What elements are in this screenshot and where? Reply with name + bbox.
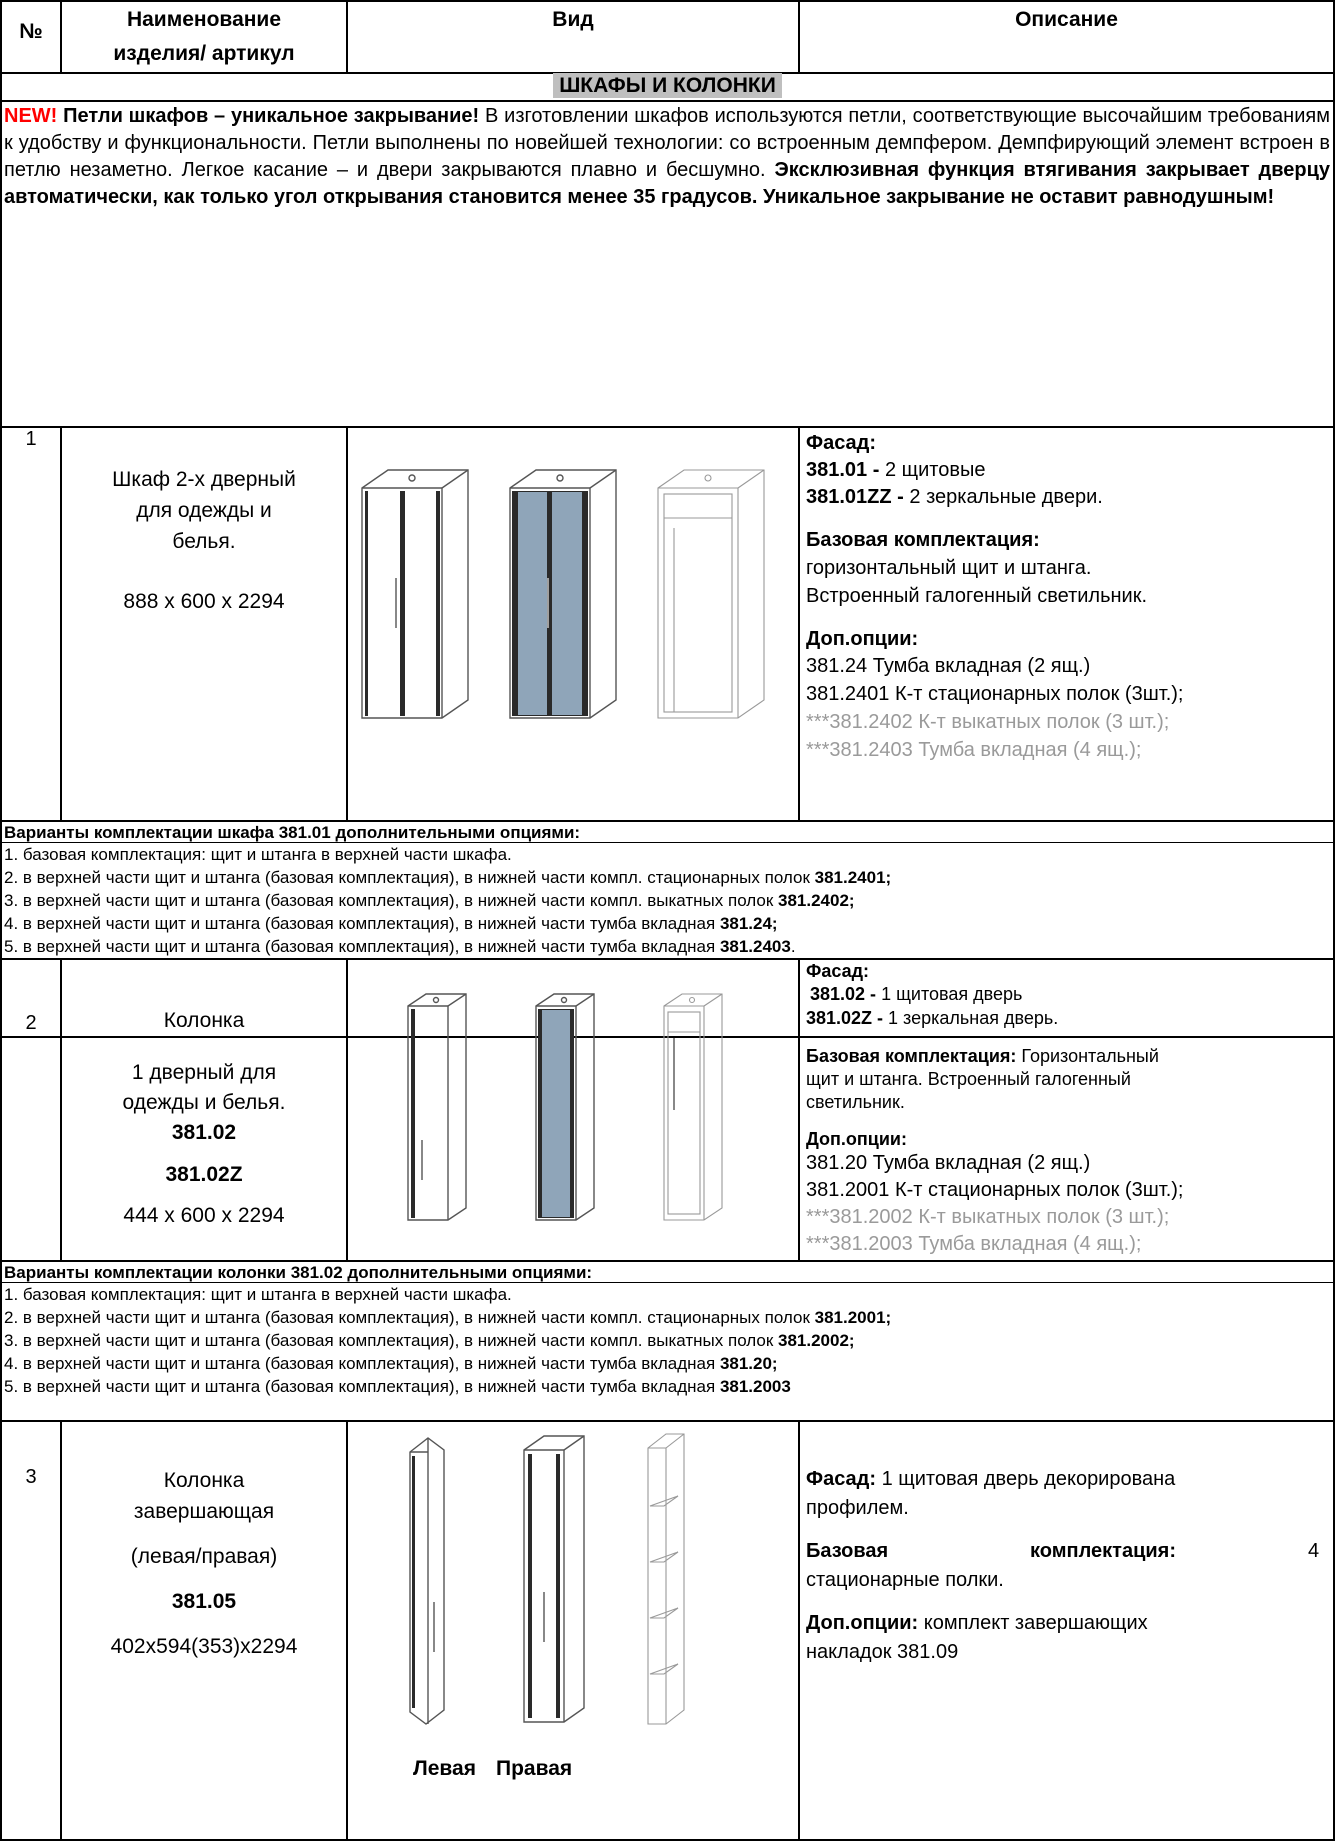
item-2-options-label: Доп.опции: (806, 1129, 907, 1149)
item-3-facade-text-2: профилем. (806, 1497, 909, 1519)
item-3-number: 3 (25, 1466, 37, 1488)
item-2-option-2: 381.2001 К-т стационарных полок (3шт.); (806, 1179, 1184, 1201)
section-title: ШКАФЫ И КОЛОНКИ (553, 73, 782, 98)
variants-2-line-4: 4. в верхней части щит и штанга (базовая… (4, 1354, 778, 1373)
item-1-facade-b-code: 381.01ZZ - (806, 486, 904, 508)
column-panel-door-drawing (407, 993, 467, 1221)
item-3-base-text: стационарные полки. (806, 1569, 1004, 1591)
item-1-facade-label: Фасад: (806, 432, 877, 454)
item-2-column-drawings (407, 993, 723, 1221)
end-column-left-drawing (409, 1437, 445, 1725)
item-3-base-label: Базовая (806, 1540, 889, 1562)
item-3-name-line1: Колонка (163, 1469, 245, 1492)
item-3-base-number: 4 (1308, 1540, 1320, 1562)
item-1-name-line2: для одежды и (136, 499, 272, 522)
variants-2-line-5: 5. в верхней части щит и штанга (базовая… (4, 1377, 791, 1396)
intro-paragraph: NEW! Петли шкафов – уникальное закрывани… (4, 103, 1330, 211)
item-2-option-1: 381.20 Тумба вкладная (2 ящ.) (806, 1152, 1091, 1174)
item-1-option-1: 381.24 Тумба вкладная (2 ящ.) (806, 655, 1091, 677)
item-1-option-3: ***381.2402 К-т выкатных полок (3 шт.); (806, 711, 1170, 733)
item-3-label-left: Левая (413, 1757, 476, 1780)
item-2-code-2: 381.02Z (165, 1163, 243, 1186)
item-3-label-right: Правая (496, 1757, 573, 1780)
item-2-name-line1: Колонка (163, 1009, 245, 1032)
item-3-name-line3: (левая/правая) (130, 1545, 278, 1568)
item-2-name-line2: 1 дверный для (131, 1061, 277, 1084)
item-2-name-line3: одежды и белья. (122, 1091, 286, 1114)
new-badge: NEW! (4, 105, 58, 127)
item-3-size: 402x594(353)x2294 (110, 1635, 298, 1658)
variants-1-line-1: 1. базовая комплектация: щит и штанга в … (4, 845, 512, 864)
wardrobe-panel-door-drawing (361, 469, 469, 719)
variants-1-title: Варианты комплектации шкафа 381.01 допол… (4, 823, 581, 842)
item-3-options-text-1: комплект завершающих (918, 1612, 1148, 1634)
wardrobe-mirror-door-drawing (509, 469, 617, 719)
item-2-number: 2 (25, 1012, 37, 1034)
variants-1-line-2: 2. в верхней части щит и штанга (базовая… (4, 868, 892, 887)
item-1-options-label: Доп.опции: (806, 628, 919, 650)
header-name-line2: изделия/ артикул (113, 42, 295, 65)
item-3-code-1: 381.05 (171, 1590, 237, 1613)
item-2-facade-label: Фасад: (806, 961, 870, 981)
item-3-base-label-2: комплектация: (1030, 1540, 1176, 1562)
intro-body: В изготовлении шкафов используются петли… (4, 105, 1330, 181)
item-3-options-label: Доп.опции: (806, 1612, 919, 1634)
intro-highlight: Эксклюзивная функция втягивания закрывае… (4, 159, 1330, 208)
item-2-facade-a-code: 381.02 - (810, 984, 877, 1004)
item-1-option-4: ***381.2403 Тумба вкладная (4 ящ.); (806, 739, 1142, 761)
item-1-base-line2: Встроенный галогенный светильник. (806, 585, 1148, 607)
item-1-facade-b-text: 2 зеркальные двери. (903, 486, 1103, 508)
item-3-name-line2: завершающая (133, 1500, 275, 1523)
item-1-facade-a-code: 381.01 - (806, 459, 880, 481)
header-description: Описание (1015, 8, 1118, 31)
item-2-facade-b-code: 381.02Z - (806, 1008, 884, 1028)
header-view: Вид (552, 8, 594, 31)
variants-1-line-5: 5. в верхней части щит и штанга (базовая… (4, 937, 796, 956)
item-1-name-line3: белья. (172, 530, 236, 553)
variants-2-line-2: 2. в верхней части щит и штанга (базовая… (4, 1308, 892, 1327)
column-mirror-door-drawing (535, 993, 595, 1221)
variants-1-line-3: 3. в верхней части щит и штанга (базовая… (4, 891, 855, 910)
item-3-facade-label: Фасад: (806, 1468, 877, 1490)
item-2-base-text-2: щит и штанга. Встроенный галогенный (806, 1069, 1131, 1089)
item-2-option-3: ***381.2002 К-т выкатных полок (3 шт.); (806, 1206, 1170, 1228)
variants-2-line-1: 1. базовая комплектация: щит и штанга в … (4, 1285, 512, 1304)
item-1-facade-a-text: 2 щитовые (879, 459, 986, 481)
item-2-base-text-3: светильник. (806, 1092, 905, 1112)
item-1-wardrobe-drawings (361, 469, 765, 719)
item-3-options-text-2: накладок 381.09 (806, 1641, 959, 1663)
item-3-end-column-drawings (409, 1433, 685, 1725)
item-1-option-2: 381.2401 К-т стационарных полок (3шт.); (806, 683, 1184, 705)
item-2-option-4: ***381.2003 Тумба вкладная (4 ящ.); (806, 1233, 1142, 1255)
column-open-frame-drawing (663, 993, 723, 1221)
item-2-size: 444 x 600 x 2294 (123, 1204, 285, 1227)
end-column-right-drawing (523, 1435, 585, 1723)
variants-2-title: Варианты комплектации колонки 381.02 доп… (4, 1263, 593, 1282)
item-2-facade-a-text: 1 щитовая дверь (876, 984, 1023, 1004)
intro-headline: Петли шкафов – уникальное закрывание! (63, 105, 480, 127)
item-1-base-line1: горизонтальный щит и штанга. (806, 557, 1092, 579)
end-column-shelves-drawing (647, 1433, 685, 1725)
item-3-facade-text: 1 щитовая дверь декорирована (876, 1468, 1176, 1490)
wardrobe-open-frame-drawing (657, 469, 765, 719)
item-1-base-label: Базовая комплектация: (806, 529, 1040, 551)
item-2-base-label: Базовая комплектация: (806, 1046, 1017, 1066)
variants-1-line-4: 4. в верхней части щит и штанга (базовая… (4, 914, 778, 933)
item-2-facade-b-text: 1 зеркальная дверь. (883, 1008, 1059, 1028)
item-1-name-line1: Шкаф 2-х дверный (112, 468, 296, 491)
header-name-line1: Наименование (126, 8, 282, 31)
header-no: № (19, 20, 43, 43)
item-1-number: 1 (25, 428, 37, 450)
item-1-size: 888 x 600 x 2294 (123, 590, 285, 613)
item-2-base-text-1: Горизонтальный (1016, 1046, 1159, 1066)
item-2-code-1: 381.02 (171, 1121, 237, 1144)
variants-2-line-3: 3. в верхней части щит и штанга (базовая… (4, 1331, 855, 1350)
